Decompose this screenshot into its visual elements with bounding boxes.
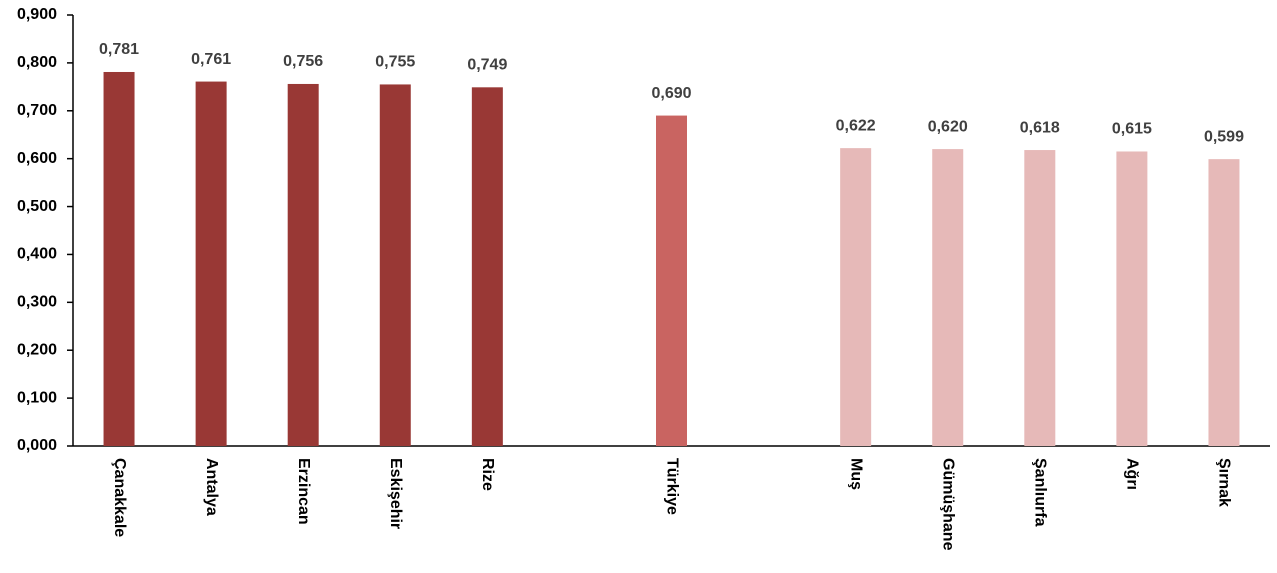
x-tick-label: Antalya (203, 458, 220, 516)
bar (1116, 151, 1148, 446)
bar (1024, 150, 1056, 446)
x-tick-label: Türkiye (663, 458, 680, 515)
x-tick-label: Muş (847, 458, 864, 490)
y-tick-label: 0,700 (17, 102, 57, 119)
x-tick-label: Erzincan (295, 458, 312, 525)
value-label: 0,622 (836, 117, 876, 134)
x-tick-label: Şırnak (1216, 458, 1233, 507)
y-tick-label: 0,500 (17, 198, 57, 215)
value-label: 0,618 (1020, 119, 1060, 136)
value-label: 0,755 (375, 54, 415, 71)
value-label: 0,620 (928, 118, 968, 135)
value-label: 0,756 (283, 53, 323, 70)
y-tick-label: 0,300 (17, 294, 57, 311)
x-tick-label: Ağrı (1124, 458, 1141, 490)
bar (471, 87, 503, 446)
y-tick-label: 0,000 (17, 437, 57, 454)
y-tick-label: 0,900 (17, 6, 57, 23)
y-tick-label: 0,600 (17, 150, 57, 167)
bar (195, 81, 227, 446)
value-label: 0,599 (1204, 128, 1244, 145)
value-label: 0,781 (99, 41, 139, 58)
bar (379, 84, 411, 446)
y-tick-label: 0,400 (17, 246, 57, 263)
bar (103, 71, 135, 446)
y-tick-label: 0,200 (17, 341, 57, 358)
bar (656, 115, 687, 447)
value-label: 0,761 (191, 51, 231, 68)
value-label: 0,749 (467, 57, 507, 74)
y-tick-label: 0,800 (17, 54, 57, 71)
x-tick-label: Çanakkale (111, 458, 128, 537)
bar (287, 83, 319, 447)
x-tick-label: Gümüşhane (939, 458, 956, 551)
x-tick-label: Şanlıurfa (1032, 458, 1049, 527)
x-tick-label: Eskişehir (387, 458, 404, 529)
bar (1208, 159, 1240, 446)
x-tick-label: Rize (479, 458, 496, 491)
bar (840, 148, 872, 446)
y-tick-label: 0,100 (17, 389, 57, 406)
value-label: 0,615 (1112, 121, 1152, 138)
bar (932, 149, 964, 447)
value-label: 0,690 (651, 85, 691, 102)
